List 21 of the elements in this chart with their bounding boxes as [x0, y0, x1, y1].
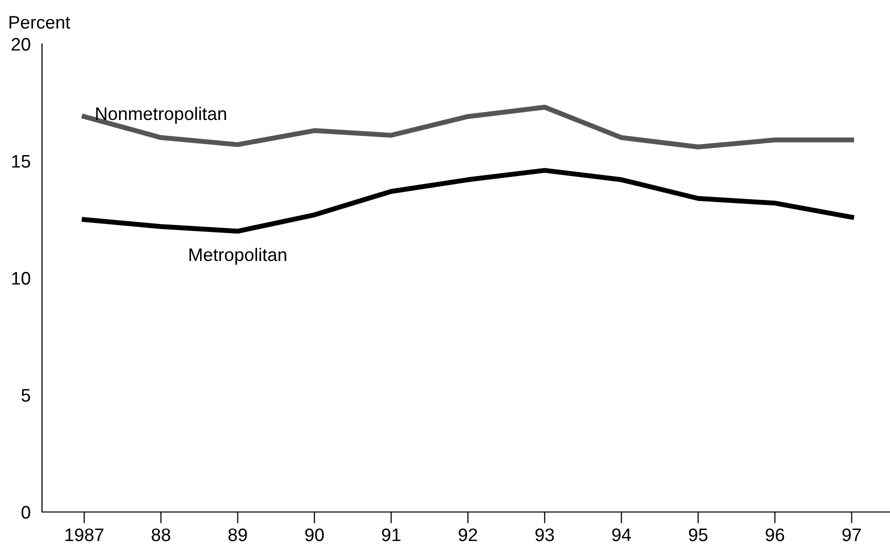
x-tick-label: 88 [152, 528, 170, 542]
series-label: Nonmetropolitan [96, 106, 226, 124]
x-tick-label: 95 [688, 528, 708, 542]
line-series [82, 168, 854, 234]
x-tick-label: 90 [305, 528, 324, 542]
x-tick-label: 91 [382, 528, 400, 542]
series-label: Metropolitan [190, 248, 286, 265]
x-tick-label: 96 [766, 528, 784, 542]
x-tick-label: 92 [458, 528, 478, 542]
x-tick-label: 97 [842, 528, 861, 542]
y-tick-label: 0 [22, 506, 30, 519]
x-tick-label: 89 [228, 528, 247, 542]
y-tick-label: 5 [22, 389, 30, 402]
y-tick-label: 20 [12, 38, 30, 51]
y-tick-label: 15 [12, 155, 30, 168]
y-axis-title: Percent [10, 16, 70, 29]
x-tick-label: 93 [535, 528, 554, 542]
x-tick-label: 1987 [66, 528, 104, 542]
line-series [82, 104, 854, 150]
x-tick-label: 94 [612, 528, 631, 542]
y-tick-label: 10 [12, 272, 30, 285]
